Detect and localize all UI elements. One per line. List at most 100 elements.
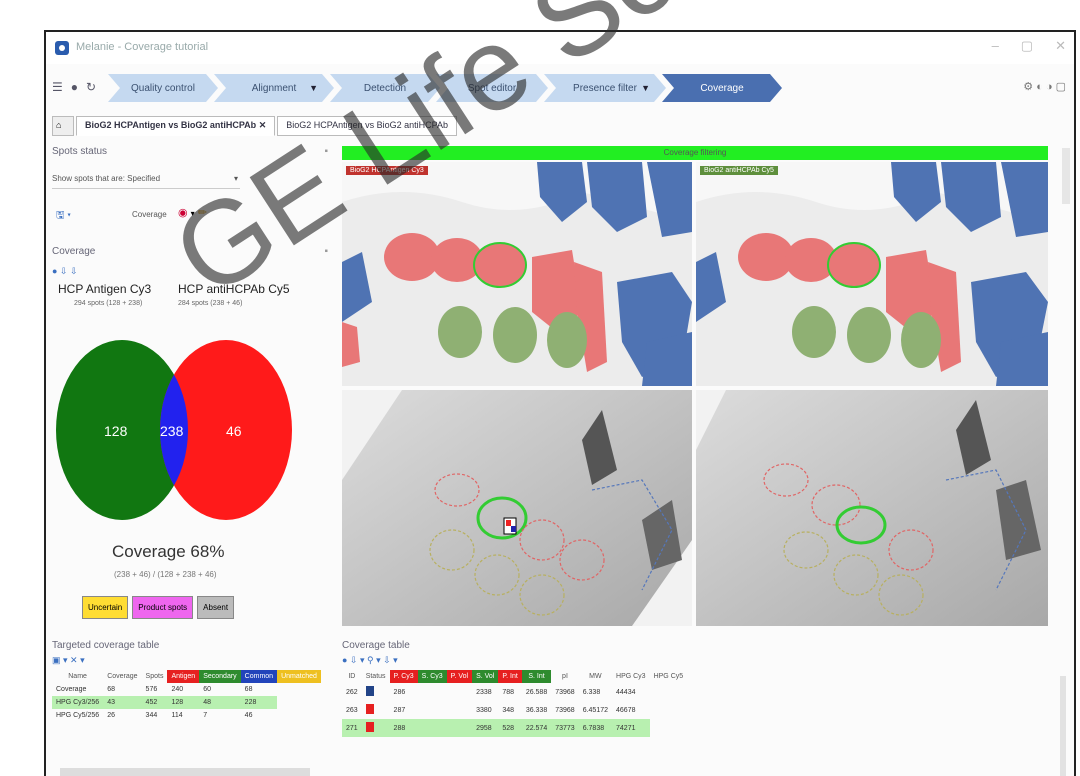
- spot-map-left-canvas[interactable]: [342, 162, 692, 386]
- tab-comparison-2[interactable]: BioG2 HCPAntigen vs BioG2 antiHCPAb: [277, 116, 457, 136]
- gel-image-left[interactable]: [342, 390, 692, 626]
- targeted-row[interactable]: Coverage 68 576 240 60 68: [52, 683, 321, 696]
- home-icon[interactable]: ⌂: [52, 116, 74, 136]
- coverage-column-header[interactable]: S. Cy3: [417, 670, 447, 683]
- coverage-tools[interactable]: ◉ ▾ ✏: [178, 206, 207, 219]
- gel-image-right[interactable]: [696, 390, 1048, 626]
- coverage-column-header[interactable]: pI: [562, 673, 568, 680]
- toolbar-icons[interactable]: ⚙ ◐ ◑ ▢: [1023, 81, 1066, 93]
- venn-set-b[interactable]: [160, 340, 292, 520]
- targeted-row[interactable]: HPG Cy5/256 26 344 114 7 46: [52, 709, 321, 722]
- gel-image-left-canvas[interactable]: [342, 390, 692, 626]
- coverage-cell: 2958: [476, 724, 492, 732]
- coverage-column-header[interactable]: HPG Cy3: [616, 673, 646, 680]
- targeted-cell: 452: [145, 699, 158, 706]
- coverage-column-header[interactable]: HPG Cy5: [653, 673, 684, 680]
- coverage-column-header[interactable]: S. Int: [521, 670, 552, 683]
- spot-map-right-canvas[interactable]: [696, 162, 1048, 386]
- step-quality-control[interactable]: Quality control: [108, 74, 218, 102]
- coverage-column-header[interactable]: ID: [348, 673, 356, 680]
- targeted-column-header[interactable]: Coverage: [107, 673, 138, 680]
- step-presence-filter[interactable]: Presence filter ▼: [544, 74, 666, 102]
- target-icon[interactable]: ◉: [178, 207, 188, 219]
- close-button[interactable]: ✕: [1055, 38, 1066, 53]
- spots-status-title: Spots status: [52, 146, 108, 157]
- set-a-sub: 294 spots (128 + 238): [74, 300, 143, 307]
- targeted-cell: 68: [107, 686, 115, 693]
- document-tabs: ⌂ BioG2 HCPAntigen vs BioG2 antiHCPAb ✕ …: [52, 116, 457, 136]
- targeted-cell: HPG Cy5/256: [56, 712, 100, 719]
- coverage-column-header[interactable]: P. Vol: [446, 670, 473, 683]
- step-alignment[interactable]: Alignment ▼: [214, 74, 334, 102]
- image-toolbar-scroll[interactable]: [1062, 148, 1070, 204]
- coverage-toolbar-icons[interactable]: ● ⇩ ▾ ⚲ ▾ ⇩ ▾: [342, 655, 398, 665]
- coverage-column-header[interactable]: P. Int: [498, 670, 522, 683]
- targeted-coverage-table: Name Coverage Spots Antigen Secondary Common U…: [52, 670, 321, 722]
- targeted-cell: 7: [203, 712, 208, 719]
- targeted-toolbar-icons[interactable]: ▣ ▾ ✕ ▾: [52, 655, 85, 665]
- coverage-cell: [447, 683, 472, 701]
- chevron-down-icon[interactable]: ▾: [190, 209, 195, 218]
- targeted-column-header[interactable]: Common: [240, 670, 278, 683]
- uncertain-filter-button[interactable]: Uncertain: [82, 596, 129, 619]
- set-b-sub: 284 spots (238 + 46): [178, 300, 243, 307]
- coverage-cell: 286: [393, 688, 406, 696]
- targeted-column-header[interactable]: Antigen: [167, 670, 200, 683]
- pin-icon[interactable]: ▪: [324, 246, 328, 257]
- step-label: Detection: [363, 82, 407, 94]
- venn-set-a[interactable]: [56, 340, 188, 520]
- coverage-column-header[interactable]: Status: [365, 673, 386, 680]
- tab-comparison-1[interactable]: BioG2 HCPAntigen vs BioG2 antiHCPAb ✕: [76, 116, 276, 136]
- coverage-cell: 348: [502, 706, 515, 714]
- spots-filter-select[interactable]: Show spots that are: Specified ▾: [52, 174, 240, 189]
- targeted-cell: 128: [171, 699, 184, 706]
- chevron-down-icon[interactable]: ▼: [641, 83, 650, 93]
- tab-label: BioG2 HCPAntigen vs BioG2 antiHCPAb: [286, 120, 448, 130]
- targeted-row[interactable]: HPG Cy3/256 43 452 128 48 228: [52, 696, 321, 709]
- gel-image-right-canvas[interactable]: [696, 390, 1048, 626]
- targeted-column-header[interactable]: Spots: [145, 673, 164, 680]
- pencil-icon[interactable]: ✏: [197, 207, 207, 219]
- targeted-column-header[interactable]: Unmatched: [277, 670, 321, 683]
- step-coverage[interactable]: Coverage: [662, 74, 782, 102]
- spot-map-right[interactable]: BioG2 antiHCPAb Cy5: [696, 162, 1048, 386]
- coverage-cell: 6.338: [582, 688, 601, 696]
- coverage-row[interactable]: 271 288 2958 528 22.574 73773 6.7838 74271: [342, 719, 688, 737]
- horizontal-scrollbar[interactable]: [60, 768, 310, 776]
- tab-label: BioG2 HCPAntigen vs BioG2 antiHCPAb: [85, 120, 257, 130]
- coverage-filter-bar[interactable]: Coverage filtering: [342, 146, 1048, 160]
- targeted-column-header[interactable]: Secondary: [199, 670, 241, 683]
- coverage-column-header[interactable]: MW: [589, 673, 602, 680]
- status-swatch: [362, 719, 390, 737]
- workflow-wizard: ☰ ● ↻ Quality control Alignment ▼ Detecti…: [46, 70, 1074, 106]
- coverage-row[interactable]: 262 286 2338 788 26.588 73968 6.338 44434: [342, 683, 687, 701]
- coverage-row[interactable]: 263 287 3380 348 36.338 73968 6.45172 46678: [342, 701, 687, 719]
- targeted-cell: 576: [145, 686, 158, 693]
- menu-icon[interactable]: ☰: [52, 80, 63, 94]
- targeted-column-header[interactable]: Name: [68, 673, 87, 680]
- window-title: Melanie - Coverage tutorial: [76, 41, 209, 53]
- product-spots-filter-button[interactable]: Product spots: [132, 596, 194, 619]
- coverage-section-title: Coverage: [52, 246, 96, 257]
- vertical-scrollbar[interactable]: [1060, 676, 1066, 776]
- coverage-column-header[interactable]: P. Cy3: [389, 670, 418, 683]
- save-icon[interactable]: 🖫 ▾: [56, 210, 71, 221]
- targeted-cell: HPG Cy3/256: [56, 699, 100, 706]
- venn-only-b-count: 46: [226, 423, 242, 439]
- step-detection[interactable]: Detection: [330, 74, 440, 102]
- maximize-button[interactable]: ▢: [1020, 38, 1034, 53]
- pin-icon[interactable]: ▪: [324, 146, 328, 157]
- history-icon[interactable]: ↻: [86, 80, 97, 94]
- minimize-button[interactable]: –: [991, 38, 999, 53]
- step-spot-editor[interactable]: Spot editor: [436, 74, 548, 102]
- absent-filter-button[interactable]: Absent: [197, 596, 235, 619]
- coverage-column-header[interactable]: S. Vol: [472, 670, 499, 683]
- coverage-icons[interactable]: ● ⇩ ⇩: [52, 266, 78, 276]
- coverage-cell: 73968: [555, 706, 575, 714]
- step-label: Spot editor: [467, 82, 517, 94]
- chevron-down-icon[interactable]: ▼: [309, 83, 318, 93]
- step-label: Quality control: [131, 82, 195, 94]
- coverage-cell: 287: [393, 706, 406, 714]
- pin-icon[interactable]: ●: [70, 80, 79, 94]
- spot-map-left[interactable]: BioG2 HCPAntigen Cy3: [342, 162, 692, 386]
